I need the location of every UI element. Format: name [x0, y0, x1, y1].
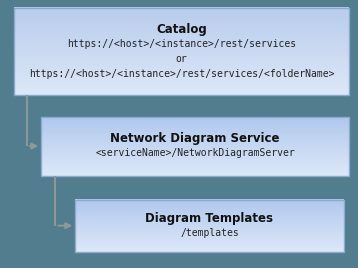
Text: Diagram Templates: Diagram Templates: [145, 212, 274, 225]
Bar: [41, 117, 349, 176]
Text: <serviceName>/NetworkDiagramServer: <serviceName>/NetworkDiagramServer: [95, 148, 295, 158]
Text: Catalog: Catalog: [156, 23, 207, 36]
Text: https://<host>/<instance>/rest/services/<folderName>: https://<host>/<instance>/rest/services/…: [29, 69, 334, 79]
Text: https://<host>/<instance>/rest/services: https://<host>/<instance>/rest/services: [67, 39, 296, 49]
Bar: [14, 8, 349, 95]
Text: /templates: /templates: [180, 228, 239, 238]
Text: or: or: [176, 54, 188, 64]
Text: Network Diagram Service: Network Diagram Service: [110, 132, 280, 145]
Bar: [75, 200, 344, 252]
